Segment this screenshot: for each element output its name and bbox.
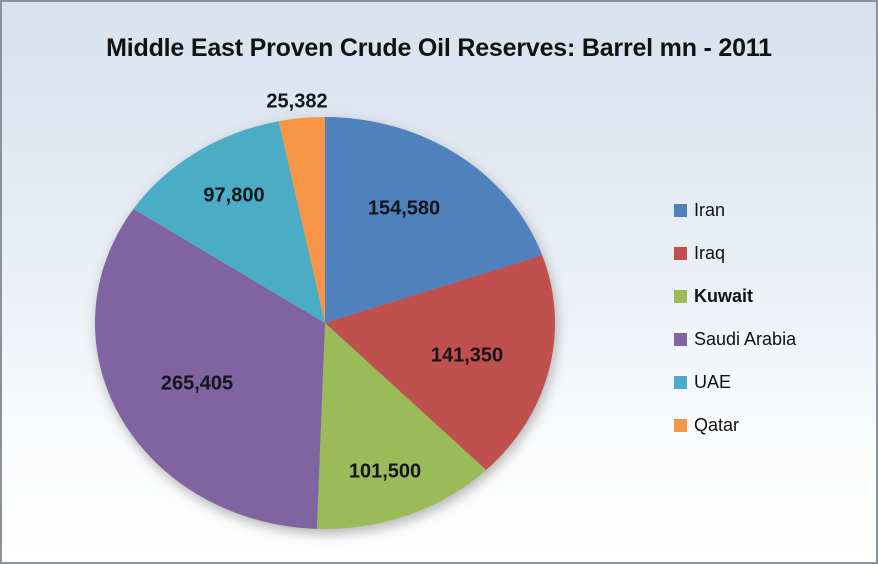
legend-item-iran: Iran <box>674 197 796 223</box>
legend-swatch-qatar <box>674 418 687 432</box>
legend-item-qatar: Qatar <box>674 412 796 438</box>
value-label-iraq: 141,350 <box>430 344 504 367</box>
legend-swatch-iran <box>674 203 687 217</box>
legend-item-kuwait: Kuwait <box>674 283 796 309</box>
legend-swatch-iraq <box>674 246 687 260</box>
pie-slice-iran <box>325 117 543 323</box>
legend-label-qatar: Qatar <box>694 415 740 435</box>
legend-swatch-uae <box>674 375 687 389</box>
value-label-qatar: 25,382 <box>266 90 328 113</box>
legend-swatch-saudi-arabia <box>674 332 687 346</box>
pie-slice-kuwait <box>316 323 487 529</box>
legend-label-iran: Iran <box>694 200 726 220</box>
value-label-kuwait: 101,500 <box>348 460 422 483</box>
legend-label-uae: UAE <box>694 372 732 392</box>
legend: Iran Iraq Kuwait Saudi Arabia UAE Qatar <box>674 197 796 438</box>
pie-slice-iraq <box>325 255 555 471</box>
pie-slice-saudi-arabia <box>95 209 325 529</box>
legend-item-saudi-arabia: Saudi Arabia <box>674 326 796 352</box>
legend-label-saudi-arabia: Saudi Arabia <box>694 329 797 349</box>
pie-slice-uae <box>133 121 325 323</box>
chart-title: Middle East Proven Crude Oil Reserves: B… <box>106 34 772 62</box>
value-label-uae: 97,800 <box>203 184 265 207</box>
legend-label-iraq: Iraq <box>694 243 726 263</box>
legend-swatch-kuwait <box>674 289 687 303</box>
legend-item-iraq: Iraq <box>674 240 796 266</box>
value-label-saudi-arabia: 265,405 <box>160 372 234 395</box>
pie-slice-qatar <box>278 117 325 323</box>
value-label-iran: 154,580 <box>367 197 441 220</box>
legend-item-uae: UAE <box>674 369 796 395</box>
legend-label-kuwait: Kuwait <box>694 286 754 306</box>
